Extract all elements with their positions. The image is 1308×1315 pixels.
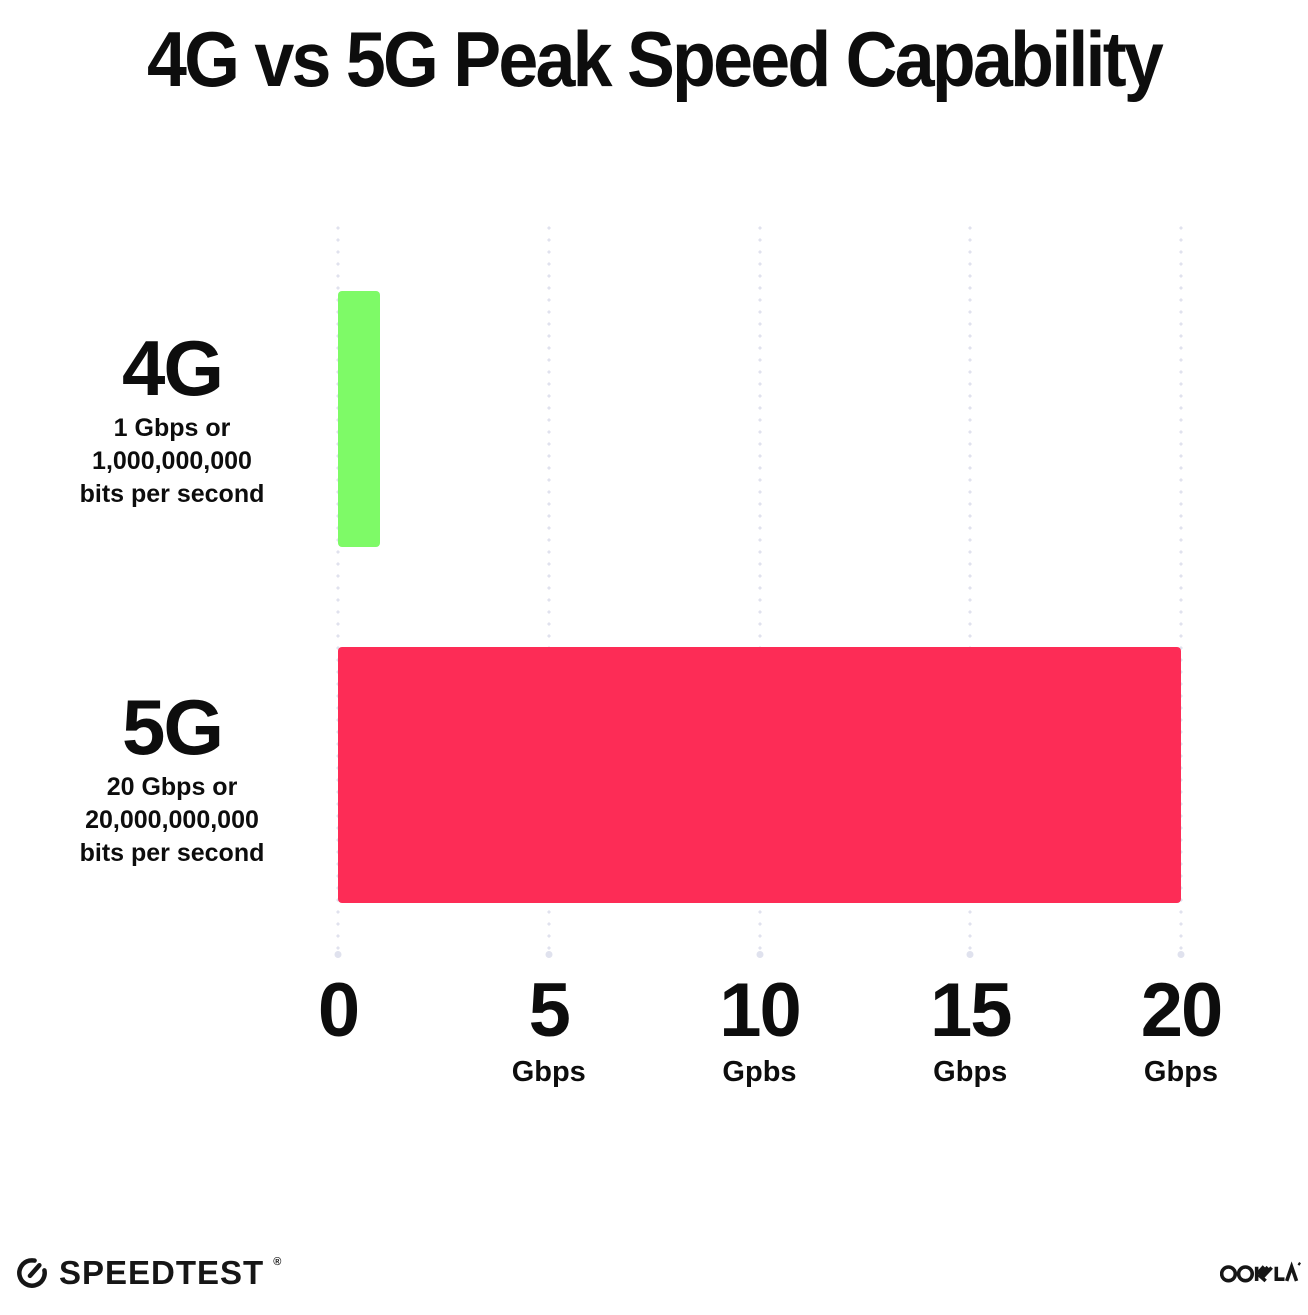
gridline-20	[1179, 222, 1183, 955]
gauge-needle	[27, 1262, 42, 1279]
gridline-0	[336, 222, 340, 955]
ookla-letter-l	[1274, 1266, 1285, 1281]
chart-title: 4G vs 5G Peak Speed Capability	[146, 15, 1164, 103]
ookla-letter-o1	[1219, 1265, 1238, 1283]
ookla-logo	[1219, 1258, 1302, 1292]
x-tick-15-unit: Gbps	[933, 1056, 1008, 1088]
x-tick-10-unit: Gpbs	[722, 1056, 797, 1088]
row-label-5g-subtext: 20 Gbps or 20,000,000,000 bits per secon…	[44, 771, 300, 870]
gridline-10	[757, 222, 762, 955]
row-label-4g-subline-1: 1 Gbps or	[113, 413, 231, 442]
ookla-letter-o2	[1236, 1265, 1255, 1283]
x-tick-15-value: 15	[929, 968, 1013, 1053]
row-label-4g-subline-3: bits per second	[79, 479, 265, 508]
row-label-4g: 4G 1 Gbps or 1,000,000,000 bits per seco…	[44, 323, 300, 511]
x-tick-5-value: 5	[528, 968, 571, 1053]
speedtest-wordmark: SPEEDTEST	[59, 1254, 265, 1291]
x-tick-5-unit: Gbps	[511, 1056, 586, 1088]
x-tick-0: 0	[317, 968, 360, 1053]
bar-5g	[338, 647, 1181, 903]
ookla-trademark-tick	[1297, 1262, 1301, 1266]
x-tick-20-value: 20	[1140, 968, 1224, 1053]
x-tick-0-value: 0	[317, 968, 360, 1053]
speedtest-logo: SPEEDTEST ®	[14, 1254, 281, 1292]
bar-4g	[338, 291, 381, 547]
x-tick-10-value: 10	[719, 968, 802, 1053]
registered-trademark-mark: ®	[273, 1256, 282, 1268]
gauge-icon	[17, 1258, 47, 1288]
gridline-5	[546, 222, 551, 955]
x-tick-15: 15 Gbps	[929, 968, 1013, 1088]
x-tick-20: 20 Gbps	[1140, 968, 1224, 1088]
row-label-5g: 5G 20 Gbps or 20,000,000,000 bits per se…	[44, 682, 300, 870]
row-label-5g-title: 5G	[121, 682, 224, 771]
row-label-5g-subline-2: 20,000,000,000	[85, 805, 259, 834]
x-tick-20-unit: Gbps	[1143, 1056, 1219, 1088]
row-label-5g-subline-1: 20 Gbps or	[106, 772, 238, 801]
x-tick-10: 10 Gpbs	[719, 968, 802, 1088]
ookla-letter-a	[1285, 1261, 1299, 1282]
x-tick-5: 5 Gbps	[511, 968, 586, 1088]
ookla-letter-k	[1254, 1265, 1273, 1283]
plot-area	[336, 222, 1183, 955]
ookla-logo-icon	[1219, 1261, 1301, 1283]
row-label-4g-subtext: 1 Gbps or 1,000,000,000 bits per second	[44, 412, 300, 511]
row-label-4g-title: 4G	[121, 323, 224, 412]
gridline-15	[968, 222, 973, 955]
row-label-5g-subline-3: bits per second	[79, 838, 265, 867]
row-label-4g-subline-2: 1,000,000,000	[92, 446, 252, 475]
